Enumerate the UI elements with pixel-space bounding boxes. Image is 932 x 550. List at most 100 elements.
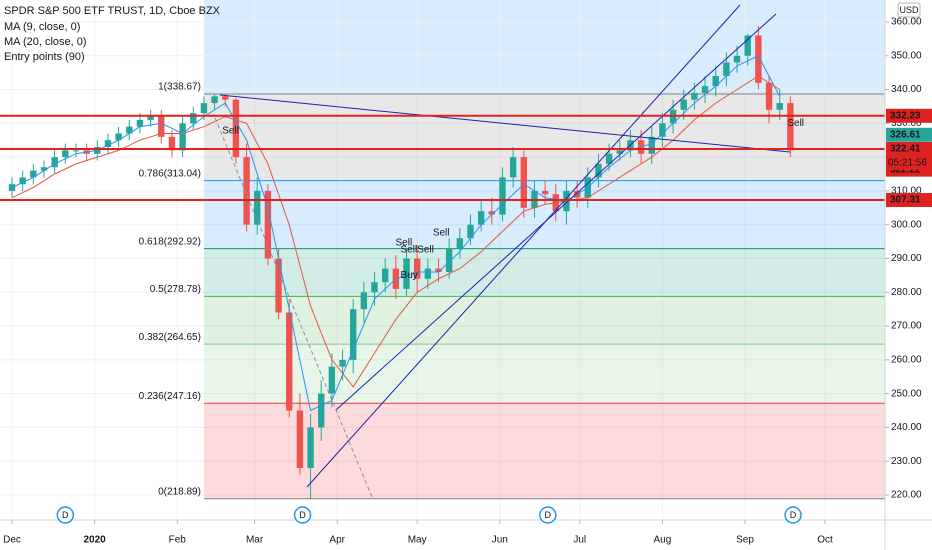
- y-tick-label: 330.00: [891, 118, 922, 129]
- signal-label: Sell: [433, 227, 450, 238]
- y-tick-label: 310.00: [891, 186, 922, 197]
- event-label: D: [62, 510, 69, 520]
- signal-label: Sell: [396, 238, 413, 249]
- price-tag-label: 322.41: [890, 144, 921, 155]
- event-label: D: [545, 510, 552, 520]
- price-tag: [886, 108, 932, 123]
- x-tick-label: Mar: [246, 535, 264, 546]
- x-tick-label: Aug: [654, 535, 672, 546]
- candle-body: [222, 96, 229, 100]
- trend-line: [219, 94, 791, 153]
- candle-body: [8, 184, 16, 191]
- candle-body: [339, 359, 346, 367]
- candle-body: [51, 157, 58, 168]
- candle-body: [147, 116, 154, 120]
- background-band: [203, 0, 885, 95]
- fib-band: [203, 296, 885, 345]
- candle-body: [701, 86, 709, 93]
- candle-body: [168, 136, 176, 151]
- price-tag: [886, 127, 932, 142]
- price-tag-label: 332.23: [890, 110, 921, 121]
- price-tag: [886, 192, 932, 207]
- y-tick-label: 250.00: [891, 388, 922, 399]
- candle-body: [318, 393, 325, 428]
- candle-body: [328, 366, 336, 394]
- candle-body: [30, 170, 37, 178]
- candle-body: [286, 312, 293, 411]
- indicator-label: MA (9, close, 0): [4, 21, 80, 33]
- fib-label: 0.236(247.16): [139, 391, 201, 402]
- x-tick-label: Dec: [3, 535, 21, 546]
- signal-label: SellSell: [400, 245, 433, 256]
- candles: [8, 26, 794, 499]
- candle-body: [413, 258, 421, 279]
- candle-body: [40, 167, 48, 171]
- price-tag-label: 322.22: [890, 164, 921, 175]
- candle-body: [232, 99, 240, 158]
- candle-body: [680, 99, 687, 110]
- candle-body: [691, 92, 698, 100]
- event-label: D: [299, 510, 306, 520]
- candle-body: [723, 62, 730, 77]
- candle-body: [477, 211, 485, 225]
- indicator-label: Entry points (90): [4, 51, 85, 63]
- trend-lines: [214, 4, 791, 498]
- price-tag-label: 326.61: [890, 129, 921, 140]
- candle-body: [254, 190, 261, 225]
- candle-body: [541, 190, 549, 195]
- candle-body: [264, 190, 272, 259]
- candle-body: [648, 136, 655, 154]
- candle-body: [456, 238, 464, 249]
- event-marker: [539, 506, 557, 524]
- candle-body: [488, 211, 496, 215]
- candle-body: [136, 119, 144, 127]
- candle-body: [211, 96, 218, 104]
- candle-body: [104, 140, 112, 147]
- x-tick-label: Feb: [169, 535, 187, 546]
- fib-band: [203, 180, 885, 249]
- x-tick-label: Sep: [736, 535, 754, 546]
- candle-body: [275, 258, 282, 313]
- event-label: D: [790, 510, 797, 520]
- candle-body: [755, 35, 762, 83]
- candle-body: [158, 116, 165, 137]
- candle-body: [605, 153, 613, 164]
- fib-band: [203, 403, 885, 499]
- ma-line: [11, 55, 781, 412]
- candle-body: [435, 268, 442, 272]
- y-tick-label: 340.00: [891, 84, 922, 95]
- candle-body: [765, 82, 773, 110]
- y-tick-label: 260.00: [891, 354, 922, 365]
- candle-body: [200, 103, 208, 114]
- y-tick-label: 280.00: [891, 287, 922, 298]
- candle-body: [296, 410, 304, 468]
- fib-band: [203, 344, 885, 404]
- candle-body: [659, 123, 666, 137]
- trend-line: [214, 117, 373, 498]
- y-tick-label: 290.00: [891, 253, 922, 264]
- y-tick-label: 350.00: [891, 50, 922, 61]
- candle-body: [381, 268, 389, 283]
- fib-label: 0.618(292.92): [139, 236, 201, 247]
- price-tag: [886, 141, 932, 156]
- event-marker: [56, 506, 75, 524]
- background: [203, 0, 885, 95]
- candle-body: [179, 123, 186, 151]
- y-tick-label: 270.00: [891, 321, 922, 332]
- currency: USD: [899, 5, 919, 15]
- candle-body: [115, 133, 122, 141]
- signal-label: Buy: [401, 270, 418, 281]
- y-tick-label: 230.00: [891, 456, 922, 467]
- candle-body: [19, 177, 26, 185]
- candle-body: [403, 258, 410, 289]
- x-tick-label: Jun: [492, 535, 508, 546]
- candle-body: [712, 76, 719, 87]
- price-tag-label: 307.31: [890, 195, 921, 206]
- y-tick-label: 220.00: [891, 490, 922, 501]
- candle-body: [72, 150, 80, 152]
- countdown-tag: [886, 155, 932, 170]
- fib-label: 1(338.67): [158, 82, 201, 93]
- fibonacci: 1(338.67) 0.786(313.04) 0.618(292.92) 0.5(2…: [139, 82, 885, 500]
- x-tick-label: Jul: [573, 535, 586, 546]
